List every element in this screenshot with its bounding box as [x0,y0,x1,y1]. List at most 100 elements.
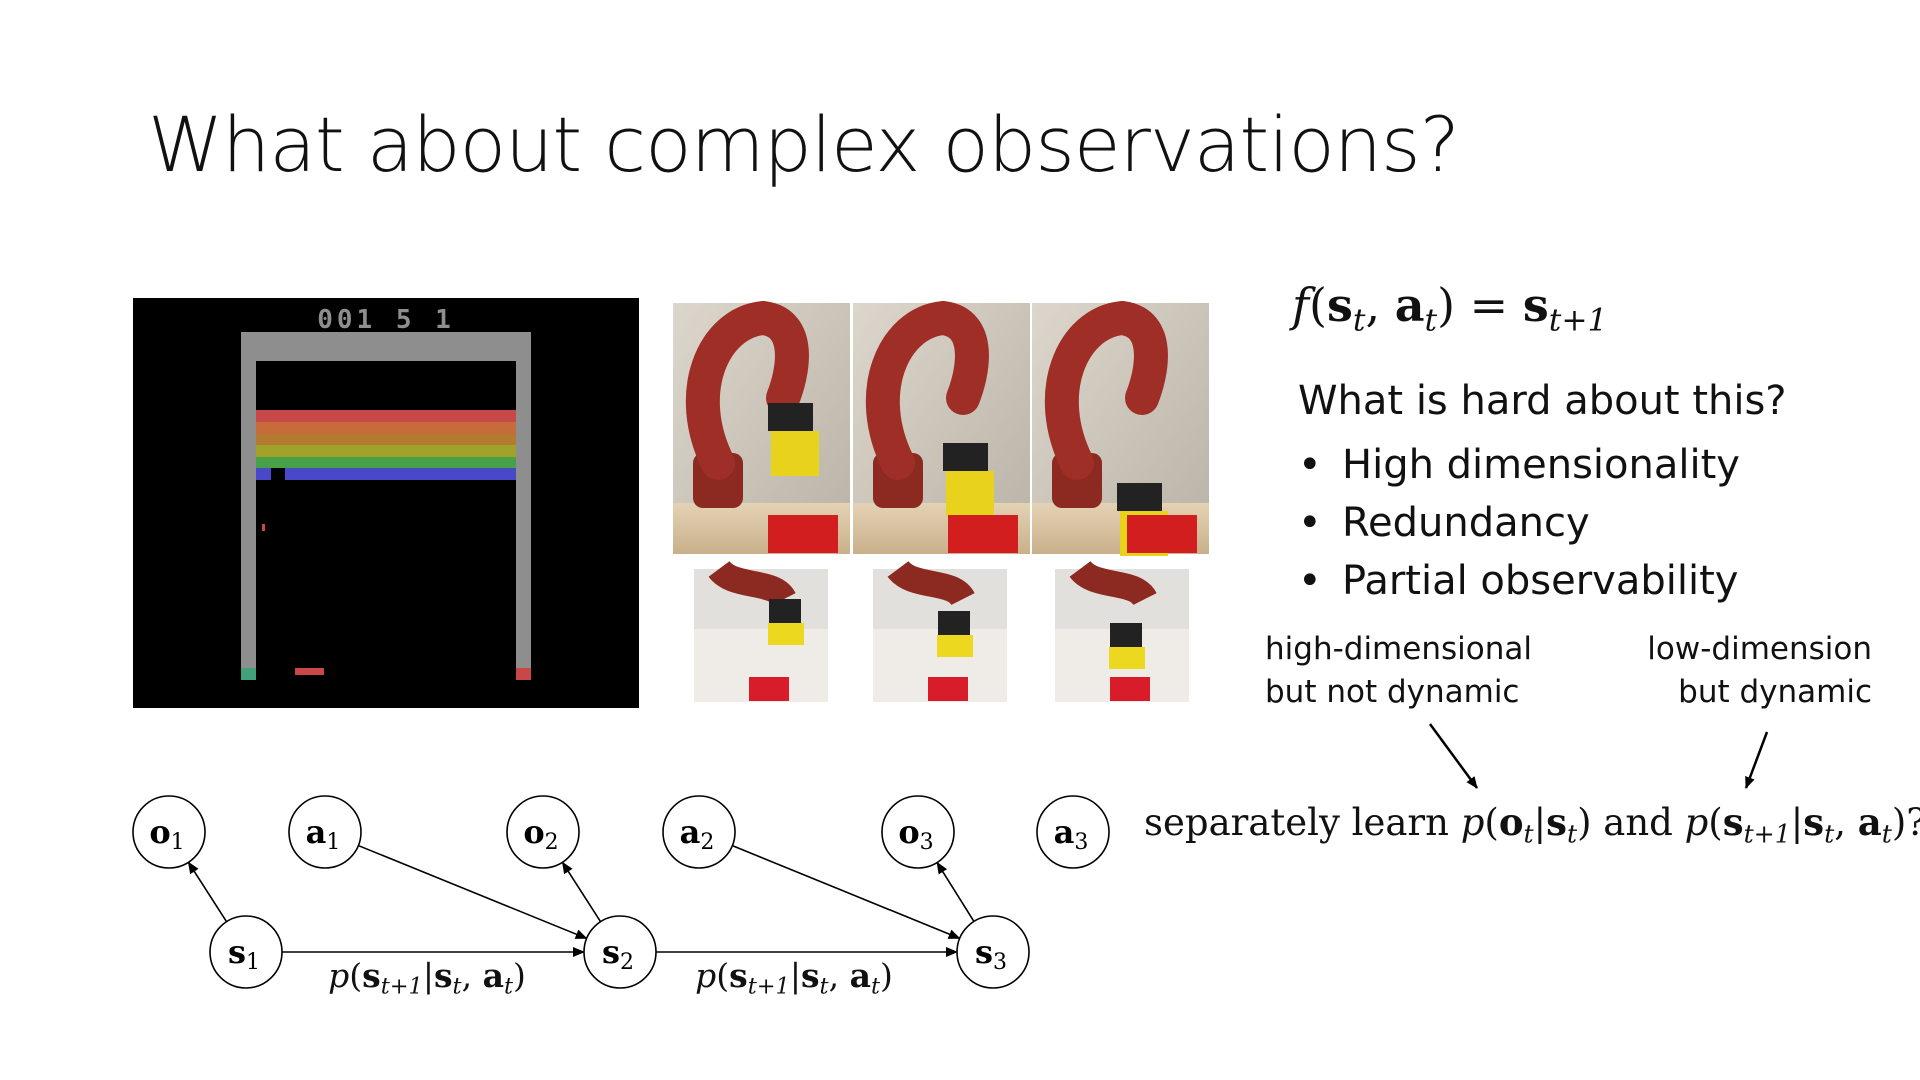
formula-part: t [1352,302,1366,339]
robot-arm [1045,300,1168,480]
formula-part: t [1566,819,1578,849]
formula-part: t [503,973,513,1000]
edge [187,861,228,923]
edge-label: p(st+1|st, at) [695,956,893,998]
note-arrow [1428,723,1479,789]
formula-part: t+1 [1548,302,1608,339]
node-label: a1 [306,813,341,855]
node-symbol: s [975,933,993,971]
formula-part: t [819,973,829,1000]
node-label: s1 [228,933,260,975]
node-index: 2 [700,830,714,855]
red-block [1127,515,1197,553]
formula-part: p [328,956,350,995]
red-block [749,677,789,701]
node-index: 3 [920,830,934,855]
formula-part: t [452,973,462,1000]
node [881,795,955,869]
node-index: 2 [545,830,559,855]
formula-part: s [1722,800,1744,844]
formula-part: )? [1891,801,1920,844]
node-label: s2 [602,933,634,975]
robot-arm [866,300,989,480]
formula-part: t [1523,819,1534,849]
robot-photos [673,300,1212,702]
note-line: low-dimension [1647,631,1872,667]
formula-part: t [1824,819,1835,849]
formula-part: , [1834,801,1858,844]
note-line: but not dynamic [1265,674,1520,710]
formula-part: t+1 [1743,819,1791,849]
formula-part: ) and [1577,801,1685,844]
formula-part: ) = [1437,278,1523,332]
formula-part: a [849,956,871,995]
red-block [928,677,968,701]
formula-part: ( [1309,278,1327,332]
formula-part: t [870,973,880,1000]
formula-part: s [433,956,453,995]
formula-part: a [1394,278,1425,332]
edge [732,844,961,940]
formula-part: separately learn [1144,801,1461,844]
gripper [1110,623,1142,647]
photo-divider [850,303,853,554]
formula-part: s [800,956,820,995]
bullet-item: Redundancy [1298,494,1740,552]
node-index: 1 [326,830,340,855]
node [506,795,580,869]
edge [561,861,602,923]
formula-part: ) [512,956,526,995]
question-formula: separately learn p(ot|st) and p(st+1|st,… [1144,800,1920,847]
gripper [769,599,801,623]
formula-part: s [729,956,748,995]
robot-arm [686,300,809,480]
note-line: but dynamic [1678,674,1872,710]
node-symbol: a [680,813,701,851]
formula-part: s [362,956,381,995]
photo-divider [1209,303,1212,554]
robot-arm [1069,559,1157,607]
edge-label: p(st+1|st, at) [328,956,526,998]
formula-part: ( [1708,801,1723,844]
node-symbol: o [898,813,919,851]
node-symbol: a [1054,813,1075,851]
node-label: o1 [149,813,184,855]
yellow-object [771,431,819,476]
formula-part: ) [879,956,893,995]
gripper [768,403,813,431]
formula-part: | [422,956,434,995]
formula-part: ( [1484,801,1499,844]
node-label: s3 [975,933,1007,975]
node-symbol: s [228,933,246,971]
gripper [938,611,970,635]
equation: f(st, at) = st+1 [1292,278,1607,336]
red-block [1110,677,1150,701]
node [209,915,283,989]
node-index: 1 [246,950,260,975]
yellow-object [937,635,973,657]
formula-part: p [1684,801,1709,844]
node-label: a3 [1054,813,1089,855]
formula-part: f [1292,278,1310,332]
node [583,915,657,989]
yellow-object [1109,647,1145,669]
node-symbol: s [602,933,620,971]
formula-part: , [1365,278,1395,332]
note-arrow [1744,731,1769,789]
formula-part: s [1326,278,1353,332]
breakout-image [133,298,639,708]
gripper [943,443,988,471]
node-symbol: o [523,813,544,851]
formula-part: o [1498,800,1524,844]
edge [358,844,588,940]
formula-part: t+1 [747,973,790,1000]
formula-part: | [1790,801,1804,844]
note: high-dimensional but not dynamic [1265,628,1532,714]
formula-part: | [1533,801,1547,844]
robot-arm [708,559,796,607]
formula-part: p [1460,801,1485,844]
question: What is hard about this? [1298,378,1787,424]
gripper [1117,483,1162,511]
node-symbol: o [149,813,170,851]
